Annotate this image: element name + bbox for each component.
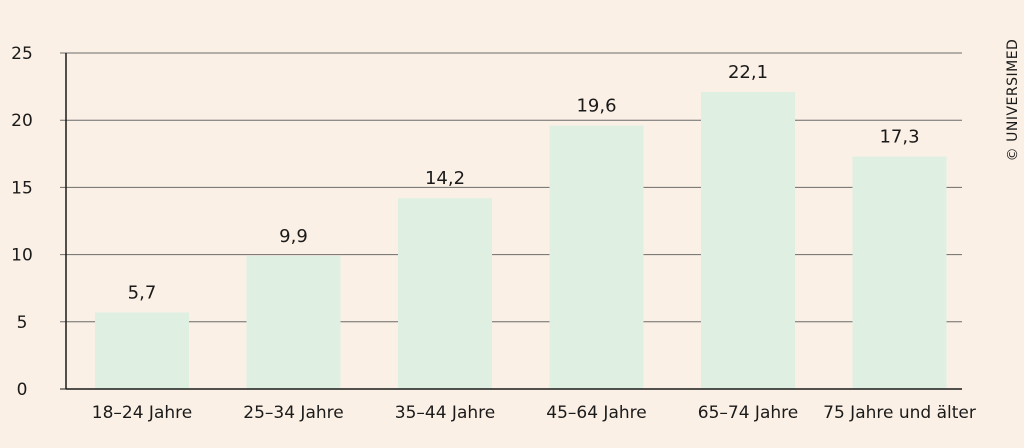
data-label: 22,1: [728, 62, 768, 83]
y-tick-label: 10: [11, 246, 33, 266]
bar: [246, 255, 341, 389]
y-tick-label: 25: [11, 44, 33, 64]
x-axis-category-labels: 18–24 Jahre 25–34 Jahre 35–44 Jahre 45–64 J…: [92, 403, 976, 423]
bar: [95, 312, 189, 389]
x-category-label: 75 Jahre und älter: [823, 403, 976, 423]
x-category-label: 25–34 Jahre: [243, 403, 343, 423]
data-label: 9,9: [279, 226, 308, 247]
y-tick-label: 0: [17, 380, 28, 400]
data-label: 5,7: [128, 282, 157, 303]
data-label: 19,6: [576, 96, 616, 117]
copyright-credit: © UNIVERSIMED: [1005, 39, 1021, 162]
y-tick-label: 15: [11, 178, 33, 198]
bar: [701, 91, 795, 389]
y-tick-label: 20: [11, 111, 33, 131]
data-label: 17,3: [879, 126, 919, 147]
bar: [549, 125, 644, 390]
x-category-label: 65–74 Jahre: [698, 403, 798, 423]
bar: [398, 198, 492, 389]
x-category-label: 18–24 Jahre: [92, 403, 192, 423]
bars: [95, 91, 947, 390]
x-category-label: 45–64 Jahre: [546, 403, 646, 423]
x-category-label: 35–44 Jahre: [395, 403, 495, 423]
data-label: 14,2: [425, 168, 465, 189]
y-axis-tick-labels: 0 5 10 15 20 25: [11, 44, 33, 400]
bar: [852, 156, 947, 389]
grid-lines: [60, 52, 962, 390]
y-tick-label: 5: [17, 313, 28, 333]
data-labels: 5,7 9,9 14,2 19,6 22,1 17,3: [128, 62, 920, 303]
